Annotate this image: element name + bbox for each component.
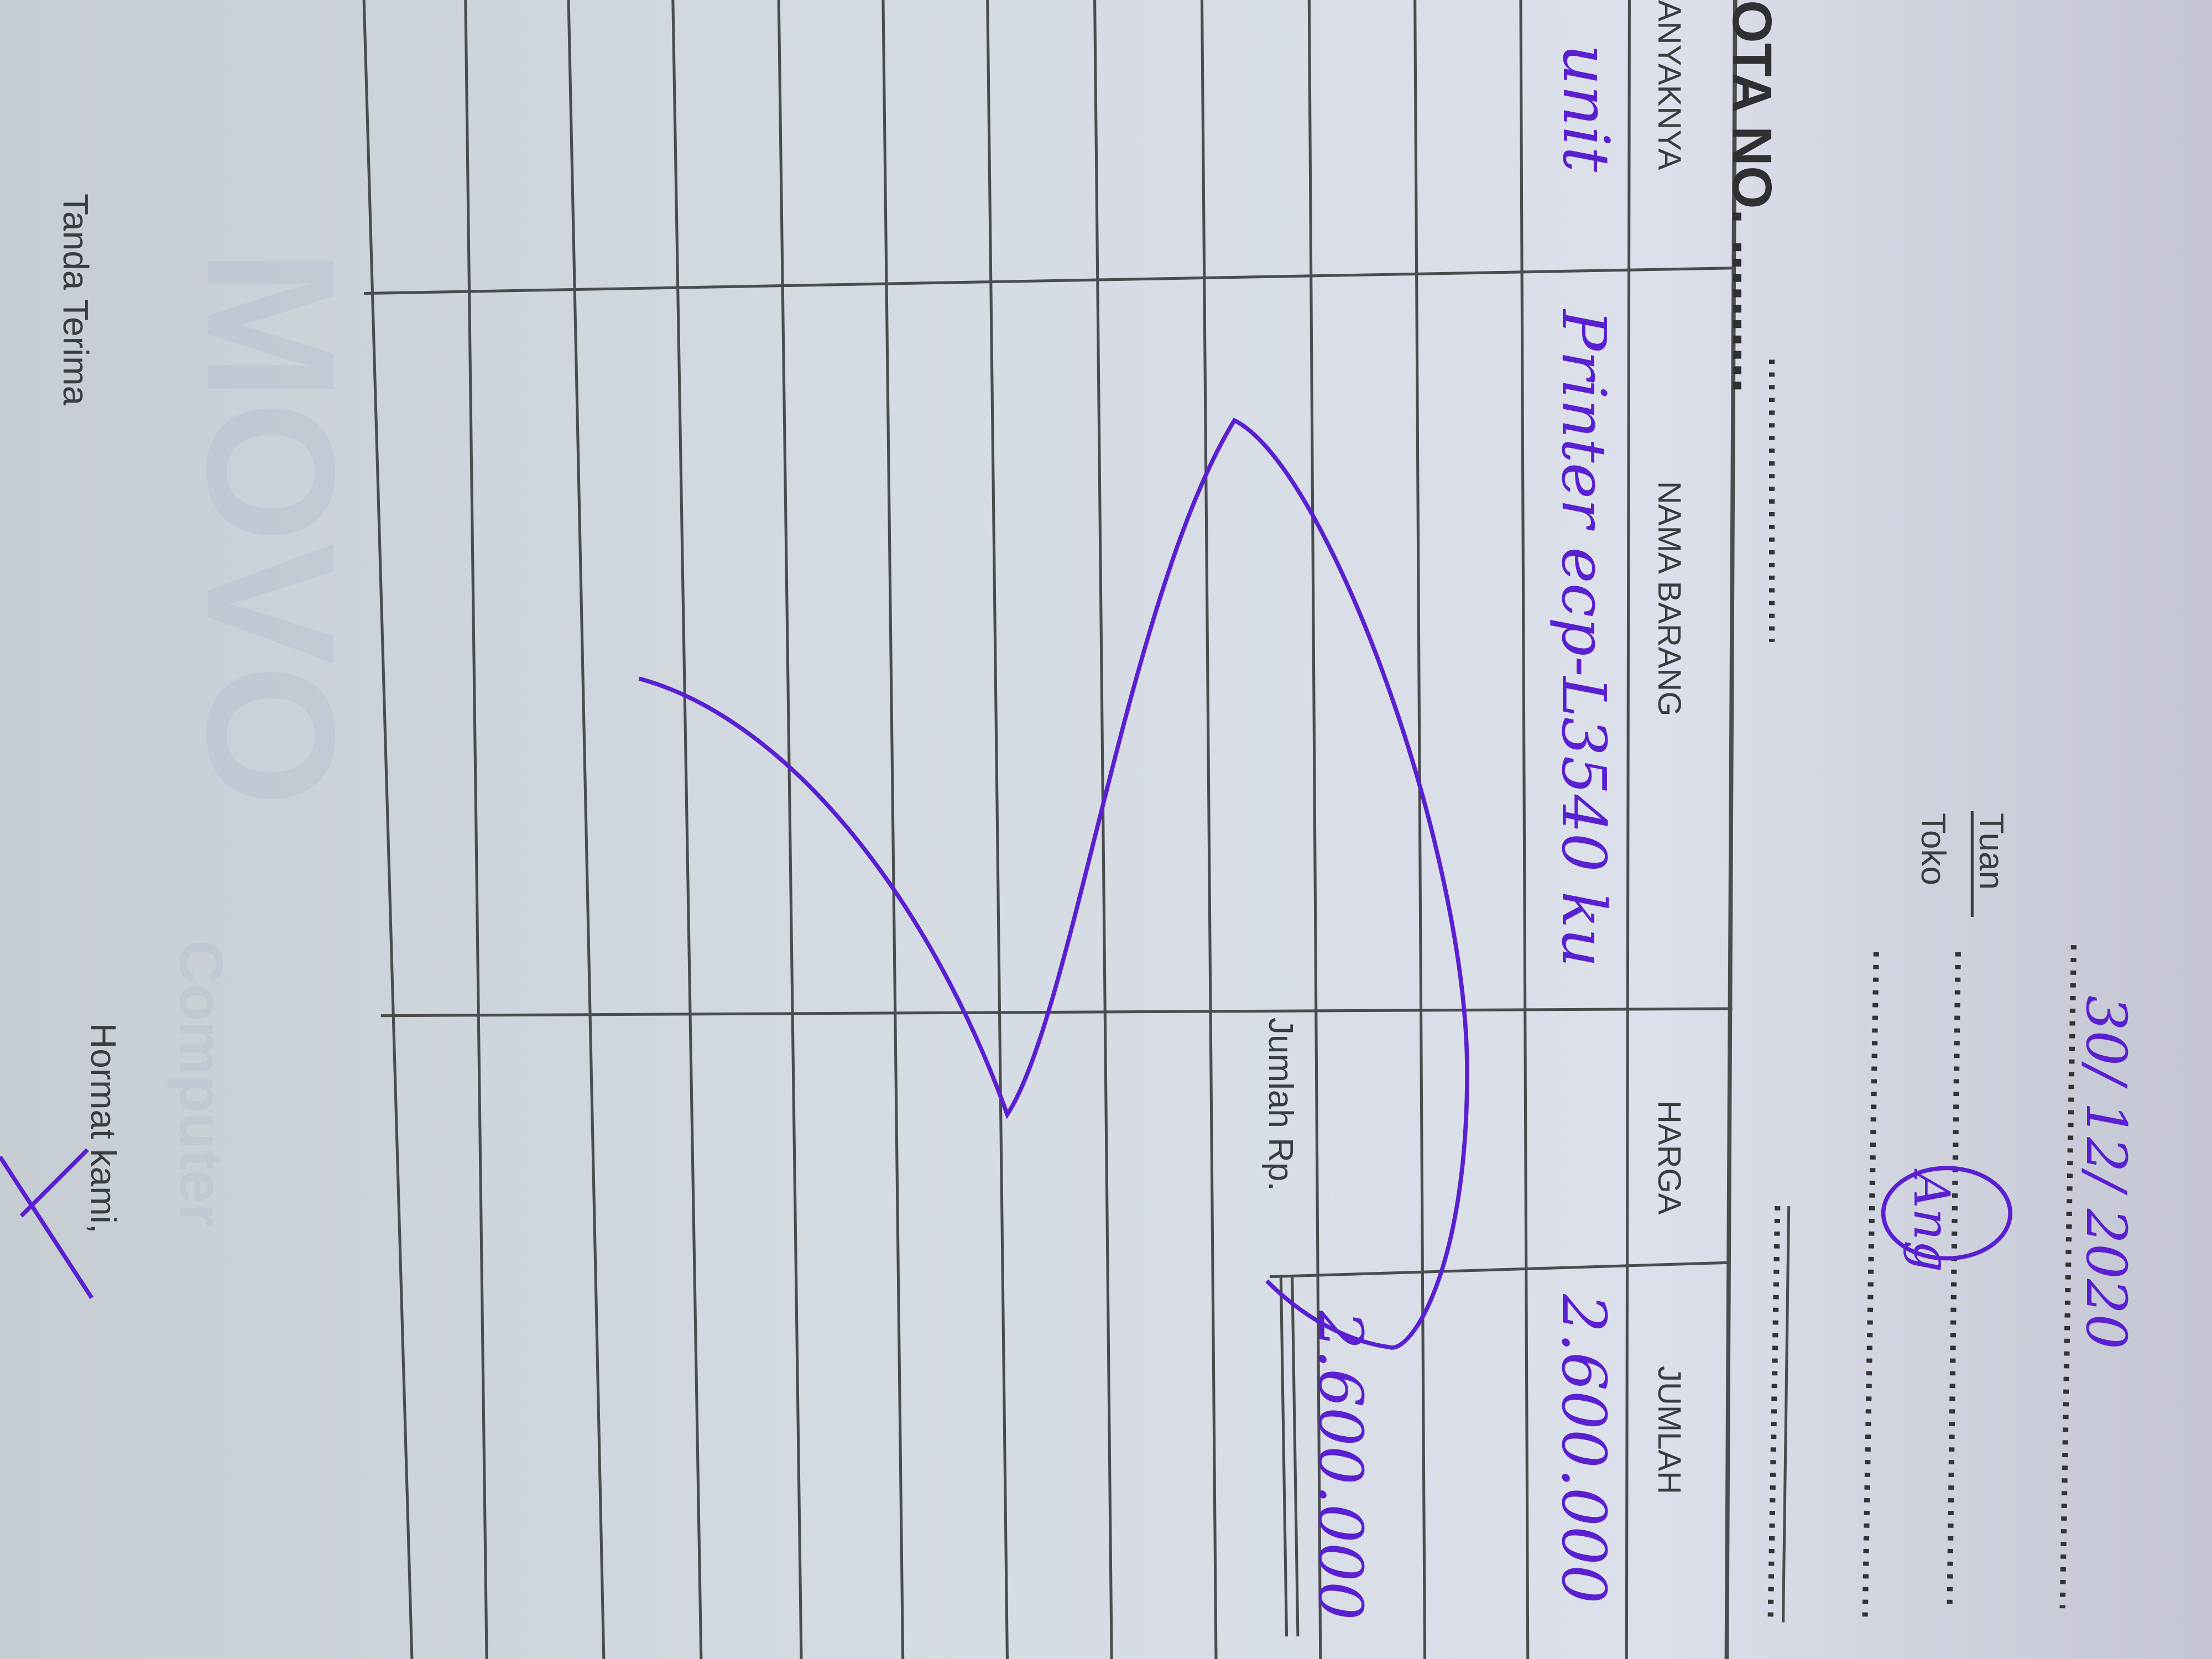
grid-line — [881, 0, 905, 1659]
column-header-qty: ANYAKNYA — [1651, 0, 1687, 170]
regards-label: Hormat kami, — [84, 1023, 123, 1234]
grid-line — [986, 0, 1009, 1659]
column-divider — [380, 1007, 1733, 1018]
cancel-scribble — [638, 418, 1469, 1350]
grid-line — [1625, 0, 1631, 1659]
field-line — [1781, 1206, 1791, 1623]
received-label: Tanda Terima — [56, 194, 96, 406]
grid-line — [567, 0, 606, 1659]
column-divider — [364, 267, 1735, 295]
customer-signature-loop — [1881, 1166, 2013, 1261]
row-qty: unit — [1548, 44, 1623, 173]
toko-label: Toko — [1914, 813, 1952, 885]
tuan-dotted-line — [1947, 952, 1961, 1609]
total-value: 2.600.000 — [1305, 1311, 1376, 1620]
toko-dotted-line — [1862, 952, 1879, 1623]
grid-line — [1724, 0, 1738, 1659]
grid-line — [464, 0, 488, 1659]
nota-number-label: OTA NO. .......... — [1721, 0, 1783, 394]
customer-signature: Ang — [1902, 1172, 1960, 1272]
grid-line — [1200, 0, 1218, 1659]
field-dotted-line — [1767, 1206, 1781, 1623]
grid-line — [362, 0, 414, 1659]
watermark-subtext: Computer — [167, 940, 235, 1228]
grid-line — [1093, 0, 1113, 1659]
received-signature — [0, 1148, 94, 1300]
column-header-price: HARGA — [1651, 1100, 1687, 1215]
column-header-amount: JUMLAH — [1651, 1366, 1687, 1495]
grid-line — [1413, 0, 1427, 1659]
row-item: Printer ecp-L3540 ku — [1548, 310, 1619, 968]
grid-line — [777, 0, 803, 1659]
total-label: Jumlah Rp. — [1261, 1018, 1300, 1191]
watermark-logo: MOVO — [169, 249, 373, 807]
row-price: 2.600.000 — [1548, 1294, 1619, 1604]
column-header-item: NAMA BARANG — [1651, 481, 1687, 717]
total-underline — [1279, 1276, 1288, 1637]
column-divider — [1269, 1261, 1730, 1279]
grid-line — [1519, 0, 1530, 1659]
date-dotted-line — [2059, 945, 2077, 1609]
grid-line — [671, 0, 703, 1659]
tuan-label: Tuan — [1972, 813, 2010, 890]
total-underline — [1291, 1276, 1300, 1637]
date-value: 30/ 12/ 2020 — [2074, 995, 2138, 1349]
